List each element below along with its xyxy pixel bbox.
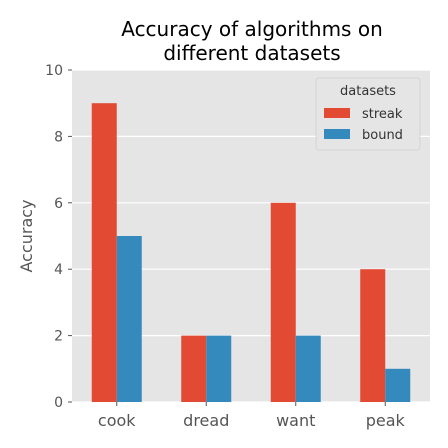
y-axis-ticks: 0 2 4 6 8 10 [45, 63, 72, 411]
x-tick-label: dread [183, 411, 229, 430]
bar-streak-want [270, 202, 296, 402]
bar-bound-peak [385, 368, 411, 402]
x-tick-label: peak [366, 411, 406, 430]
chart-title-line-2: different datasets [163, 41, 340, 65]
bar-bound-dread [206, 335, 232, 402]
y-tick-label: 2 [54, 329, 63, 345]
y-tick-label: 4 [54, 262, 63, 278]
x-axis-ticks: cook dread want peak [98, 402, 406, 430]
legend: datasets streak bound [315, 77, 421, 151]
bar-streak-peak [360, 269, 386, 402]
legend-swatch-streak [324, 108, 350, 118]
legend-label-streak: streak [362, 107, 403, 122]
y-axis-label: Accuracy [17, 199, 36, 272]
bar-bound-cook [116, 236, 142, 402]
bar-bound-want [295, 335, 321, 402]
y-tick-label: 0 [54, 395, 63, 411]
y-tick-label: 6 [54, 196, 63, 212]
y-tick-label: 8 [54, 129, 63, 145]
legend-swatch-bound [324, 129, 350, 139]
bar-streak-cook [91, 103, 117, 402]
bars [91, 103, 411, 402]
legend-label-bound: bound [362, 128, 403, 143]
chart-title-line-1: Accuracy of algorithms on [121, 17, 383, 41]
bar-streak-dread [181, 335, 207, 402]
x-tick-label: cook [98, 411, 136, 430]
legend-title: datasets [340, 84, 396, 99]
y-tick-label: 10 [45, 63, 63, 79]
x-tick-label: want [276, 411, 315, 430]
